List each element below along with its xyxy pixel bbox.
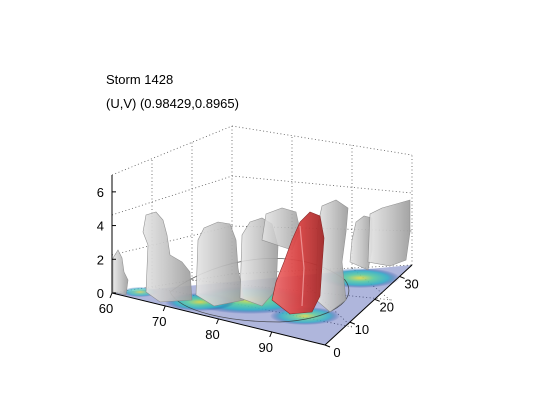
x-tick bbox=[216, 318, 219, 325]
chart-subtitle: (U,V) (0.98429,0.8965) bbox=[106, 96, 239, 111]
isosurface-columns bbox=[112, 199, 411, 313]
isosurface-column bbox=[315, 199, 349, 313]
y-tick bbox=[374, 298, 380, 302]
y-tick bbox=[324, 344, 331, 348]
y-tick-label: 30 bbox=[404, 276, 418, 291]
x-tick-label: 70 bbox=[152, 314, 166, 329]
y-tick-label: 0 bbox=[333, 345, 340, 360]
x-tick-label: 80 bbox=[205, 327, 219, 342]
z-tick-label: 6 bbox=[97, 185, 104, 200]
y-tick-label: 10 bbox=[355, 322, 369, 337]
z-tick-label: 2 bbox=[97, 252, 104, 267]
chart-title: Storm 1428 bbox=[106, 72, 174, 87]
z-tick-label: 4 bbox=[97, 219, 104, 234]
x-tick bbox=[162, 305, 166, 312]
highlight-isosurface bbox=[271, 211, 325, 315]
x-tick-label: 60 bbox=[99, 301, 113, 316]
ticks bbox=[109, 191, 405, 348]
x-tick-label: 90 bbox=[259, 340, 273, 355]
y-axis-line bbox=[324, 264, 413, 346]
x-tick bbox=[109, 292, 113, 299]
isosurface-column bbox=[195, 221, 245, 307]
y-tick-label: 20 bbox=[379, 299, 393, 314]
isosurface-column bbox=[112, 249, 129, 296]
x-tick bbox=[269, 331, 273, 338]
isosurface-column bbox=[142, 211, 193, 303]
y-tick bbox=[349, 321, 356, 325]
tick-labels: 60 70 80 90 0 10 20 30 0 2 4 6 bbox=[97, 185, 419, 360]
z-tick-label: 0 bbox=[97, 286, 104, 301]
isosurface-column bbox=[367, 199, 411, 267]
y-tick bbox=[399, 275, 405, 279]
isosurface-column bbox=[349, 215, 373, 271]
